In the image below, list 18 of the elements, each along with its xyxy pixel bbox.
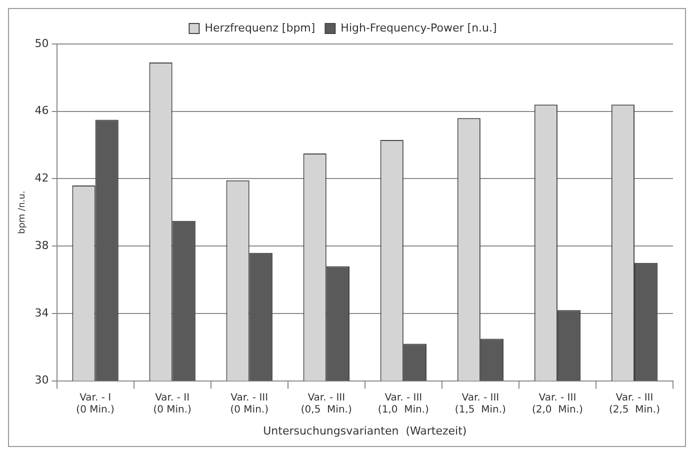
y-tick-label: 46 bbox=[34, 104, 49, 118]
y-tick-label: 30 bbox=[34, 374, 49, 387]
y-tick-label: 38 bbox=[34, 238, 49, 252]
x-tick-label: Var. - III (2,5 Min.) bbox=[608, 392, 660, 416]
x-tick-label: Var. - II (0 Min.) bbox=[153, 392, 192, 416]
y-tick-label: 50 bbox=[34, 36, 49, 50]
y-axis-title: bpm /n.u. bbox=[18, 190, 28, 234]
x-tick-label: Var. - I (0 Min.) bbox=[76, 392, 115, 416]
y-tick-label: 34 bbox=[34, 306, 49, 320]
x-tick-label: Var. - III (1,0 Min.) bbox=[378, 392, 429, 416]
legend-label: Herzfrequenz [bpm] bbox=[204, 21, 316, 34]
x-tick-label: Var. - III (1,5 Min.) bbox=[454, 392, 506, 416]
x-tick-label: Var. - III (2,0 Min.) bbox=[532, 392, 584, 416]
x-tick-label: Var. - III (0 Min.) bbox=[230, 392, 269, 416]
x-axis-title: Untersuchungsvarianten (Wartezeit) bbox=[263, 424, 467, 438]
x-tick-label: Var. - III (0,5 Min.) bbox=[300, 392, 352, 416]
legend-label: High-Frequency-Power [n.u.] bbox=[340, 21, 497, 34]
y-tick-label: 42 bbox=[34, 172, 49, 185]
